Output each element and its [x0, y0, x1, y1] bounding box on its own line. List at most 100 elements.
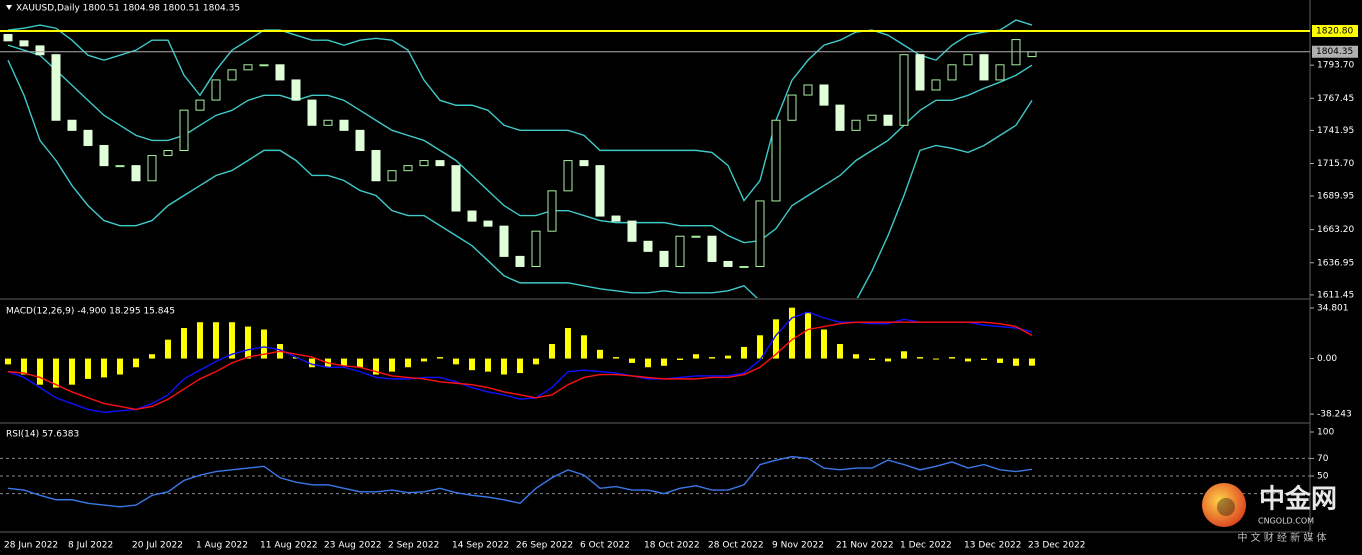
histogram-bar	[453, 358, 459, 365]
candle	[67, 119, 77, 131]
candle	[851, 119, 861, 131]
histogram-bar	[213, 322, 219, 359]
y-tick-label: 1741.95	[1317, 126, 1354, 136]
candle	[51, 54, 61, 121]
candle	[899, 54, 909, 126]
y-tick-label: 0.00	[1317, 354, 1337, 364]
x-tick-label: 6 Oct 2022	[580, 541, 630, 551]
candle	[835, 104, 845, 131]
histogram-bar	[133, 358, 139, 368]
candle	[675, 235, 685, 267]
candle	[643, 240, 653, 252]
x-tick-label: 2 Sep 2022	[388, 541, 439, 551]
logo-site: CNGOLD.COM	[1258, 517, 1314, 526]
candle	[611, 215, 621, 222]
histogram-bar	[21, 358, 27, 375]
histogram-bar	[101, 358, 107, 378]
price-plot	[3, 19, 1037, 298]
histogram-bar	[773, 319, 779, 359]
histogram-bar	[645, 358, 651, 368]
candle	[947, 64, 957, 81]
histogram-bar	[981, 358, 987, 360]
y-tick-label: 1767.45	[1317, 94, 1354, 104]
candle	[723, 260, 733, 267]
line	[7, 321, 1033, 411]
candle	[387, 170, 397, 182]
chart-title: XAUUSD,Daily 1800.51 1804.98 1800.51 180…	[16, 4, 240, 14]
histogram-bar	[901, 351, 907, 359]
histogram-bar	[725, 355, 731, 359]
y-tick-label: 1793.70	[1317, 61, 1354, 71]
candle	[531, 230, 541, 267]
marks: 28 Jun 2022 8 Jul 2022 20 Jul 2022 1 Aug 20…	[0, 19, 1358, 551]
histogram-bar	[869, 358, 875, 360]
y-tick-label: 70	[1317, 454, 1329, 464]
histogram-bar	[741, 346, 747, 359]
candle	[803, 84, 813, 96]
y-tick-label: 1689.95	[1317, 191, 1354, 201]
price-label-box	[1312, 25, 1358, 38]
menu-arrow	[6, 5, 12, 10]
candle	[691, 235, 701, 238]
histogram-bar	[245, 326, 251, 359]
candle	[451, 165, 461, 212]
histogram-bar	[5, 358, 11, 365]
candle	[467, 210, 477, 222]
histogram-bar	[997, 358, 1003, 363]
candle	[931, 79, 941, 91]
y-tick-label: 1611.45	[1317, 290, 1354, 300]
histogram-bar	[581, 335, 587, 359]
histogram-bar	[629, 358, 635, 363]
candle	[371, 150, 381, 182]
candle	[883, 114, 893, 126]
histogram-bar	[149, 354, 155, 359]
price-label: 1820.80	[1316, 27, 1353, 37]
candle	[355, 129, 365, 152]
candle	[563, 160, 573, 192]
x-tick-label: 1 Aug 2022	[196, 541, 248, 551]
candle	[243, 64, 253, 71]
candle	[435, 160, 445, 167]
histogram-bar	[933, 358, 939, 360]
histogram-bar	[197, 322, 203, 359]
logo-name: 中金网	[1259, 484, 1337, 515]
line	[7, 44, 1033, 244]
y-tick-label: -38.243	[1317, 410, 1352, 420]
logo-tagline: 中 文 财 经 新 媒 体	[1237, 531, 1326, 544]
histogram-bar	[965, 358, 971, 362]
histogram-bar	[789, 307, 795, 359]
histogram-bar	[485, 358, 491, 372]
histogram-bar	[709, 357, 715, 359]
y-tick-label: 34.801	[1317, 303, 1349, 313]
histogram-bar	[389, 358, 395, 372]
candle	[995, 64, 1005, 81]
x-tick-label: 21 Nov 2022	[836, 541, 894, 551]
candle	[1027, 51, 1037, 58]
x-tick-label: 18 Oct 2022	[644, 541, 700, 551]
candle	[83, 129, 93, 146]
histogram-bar	[69, 358, 75, 385]
candle	[483, 220, 493, 227]
histogram-bar	[341, 358, 347, 366]
histogram-bar	[597, 349, 603, 359]
histogram-bar	[805, 312, 811, 359]
histogram-bar	[85, 358, 91, 379]
histogram-bar	[405, 358, 411, 368]
candle	[739, 265, 749, 268]
histogram-bar	[837, 344, 843, 359]
histogram-bar	[53, 358, 59, 388]
candle	[627, 220, 637, 242]
candle	[963, 54, 973, 66]
y-tick-label: 1636.95	[1317, 258, 1354, 268]
histogram-bar	[437, 357, 443, 359]
histogram-bar	[229, 322, 235, 359]
rsi-title: RSI(14) 57.6383	[6, 430, 79, 440]
x-tick-label: 1 Dec 2022	[900, 541, 952, 551]
histogram-bar	[821, 329, 827, 359]
histogram-bar	[885, 358, 891, 362]
candle	[707, 235, 717, 262]
histogram-bar	[469, 358, 475, 371]
candle	[131, 165, 141, 182]
candle	[3, 34, 13, 42]
